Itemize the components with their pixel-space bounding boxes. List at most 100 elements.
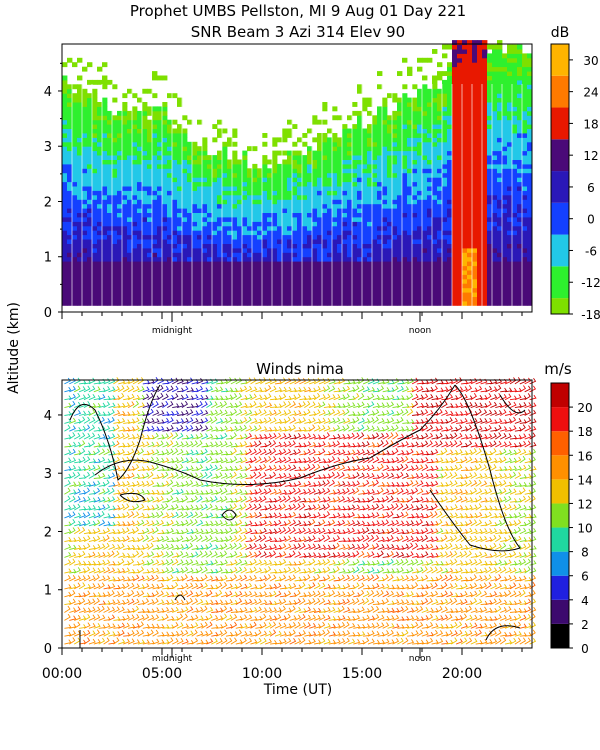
snr-cell — [157, 225, 163, 231]
snr-cell — [262, 133, 268, 138]
snr-cell — [242, 181, 248, 187]
wind-barb — [118, 504, 125, 511]
snr-cell — [407, 239, 413, 244]
snr-cell — [417, 256, 423, 262]
snr-cell — [382, 292, 388, 297]
snr-cell — [527, 278, 533, 284]
snr-cell — [497, 296, 503, 302]
snr-cell — [197, 243, 203, 249]
snr-cell — [67, 217, 73, 222]
snr-cell — [422, 84, 428, 90]
snr-cell — [207, 172, 213, 178]
snr-cell — [197, 190, 203, 196]
snr-cell — [442, 97, 448, 103]
snr-cell — [212, 137, 218, 143]
snr-cell — [167, 93, 173, 99]
wind-barb — [118, 433, 125, 440]
snr-cell — [387, 212, 393, 218]
snr-cell — [462, 225, 468, 231]
snr-cell — [492, 243, 498, 249]
snr-cell — [287, 190, 293, 196]
snr-cell — [337, 199, 343, 205]
snr-cell — [527, 256, 533, 262]
snr-cell — [507, 212, 513, 218]
snr-cell — [357, 256, 363, 262]
wind-barb — [78, 526, 86, 535]
snr-cell — [487, 172, 493, 178]
snr-cell — [197, 265, 203, 271]
snr-cell — [222, 239, 228, 244]
wind-barb — [103, 401, 111, 408]
snr-cell — [292, 261, 298, 267]
snr-cell — [377, 239, 383, 244]
snr-cell — [307, 177, 313, 183]
snr-cell — [472, 265, 478, 271]
snr-cell — [182, 168, 188, 174]
snr-cell — [497, 57, 503, 63]
snr-cell — [277, 261, 283, 267]
wind-barb — [108, 606, 116, 613]
snr-cell — [182, 300, 188, 306]
wind-barb — [64, 568, 72, 574]
snr-cell — [447, 194, 453, 200]
snr-cell — [277, 137, 283, 143]
snr-cell — [87, 256, 93, 262]
snr-cell — [327, 199, 333, 205]
snr-cell — [202, 181, 208, 187]
wind-barb — [103, 584, 111, 590]
snr-cell — [147, 186, 153, 191]
snr-cell — [432, 93, 438, 99]
snr-cell — [432, 296, 438, 302]
snr-cell — [407, 141, 413, 147]
snr-cell — [457, 212, 463, 218]
snr-cell — [332, 181, 338, 187]
snr-cell — [467, 274, 473, 280]
snr-cell — [387, 300, 393, 306]
snr-cell — [277, 163, 283, 169]
snr-cell — [342, 124, 348, 129]
wind-barb — [64, 424, 71, 432]
snr-cell — [247, 278, 253, 284]
wind-barb — [137, 411, 146, 416]
snr-cell — [247, 265, 253, 271]
snr-cell — [92, 93, 98, 99]
snr-cell — [137, 177, 143, 183]
snr-cell — [352, 274, 358, 280]
snr-cell — [452, 128, 458, 134]
snr-cell — [407, 124, 413, 129]
snr-cell — [282, 168, 288, 174]
snr-cell — [447, 252, 453, 258]
snr-cell — [222, 163, 228, 169]
snr-cell — [112, 172, 118, 178]
snr-cell — [207, 221, 213, 227]
snr-cell — [62, 287, 68, 293]
snr-cell — [87, 274, 93, 280]
wind-barb — [88, 481, 96, 487]
snr-cell — [492, 53, 498, 59]
wind-barb — [127, 614, 135, 621]
snr-cell — [522, 203, 528, 209]
snr-cell — [72, 239, 78, 244]
snr-cell — [517, 150, 523, 156]
snr-cell — [327, 168, 333, 174]
snr-cell — [97, 234, 103, 240]
snr-cell — [272, 274, 278, 280]
snr-cell — [502, 274, 508, 280]
wind-barb — [113, 418, 121, 424]
snr-cell — [447, 146, 453, 152]
snr-cell — [162, 177, 168, 183]
snr-cell — [492, 163, 498, 169]
snr-cell — [107, 217, 113, 222]
snr-cell — [317, 217, 323, 222]
wind-barb — [93, 606, 101, 613]
snr-cell — [232, 247, 238, 253]
snr-cell — [527, 186, 533, 191]
wind-barb — [98, 402, 106, 409]
snr-cell — [372, 137, 378, 143]
snr-cell — [397, 168, 403, 174]
snr-cell — [447, 141, 453, 147]
snr-cell — [147, 163, 153, 169]
snr-cell — [492, 115, 498, 121]
snr-cell — [412, 217, 418, 222]
